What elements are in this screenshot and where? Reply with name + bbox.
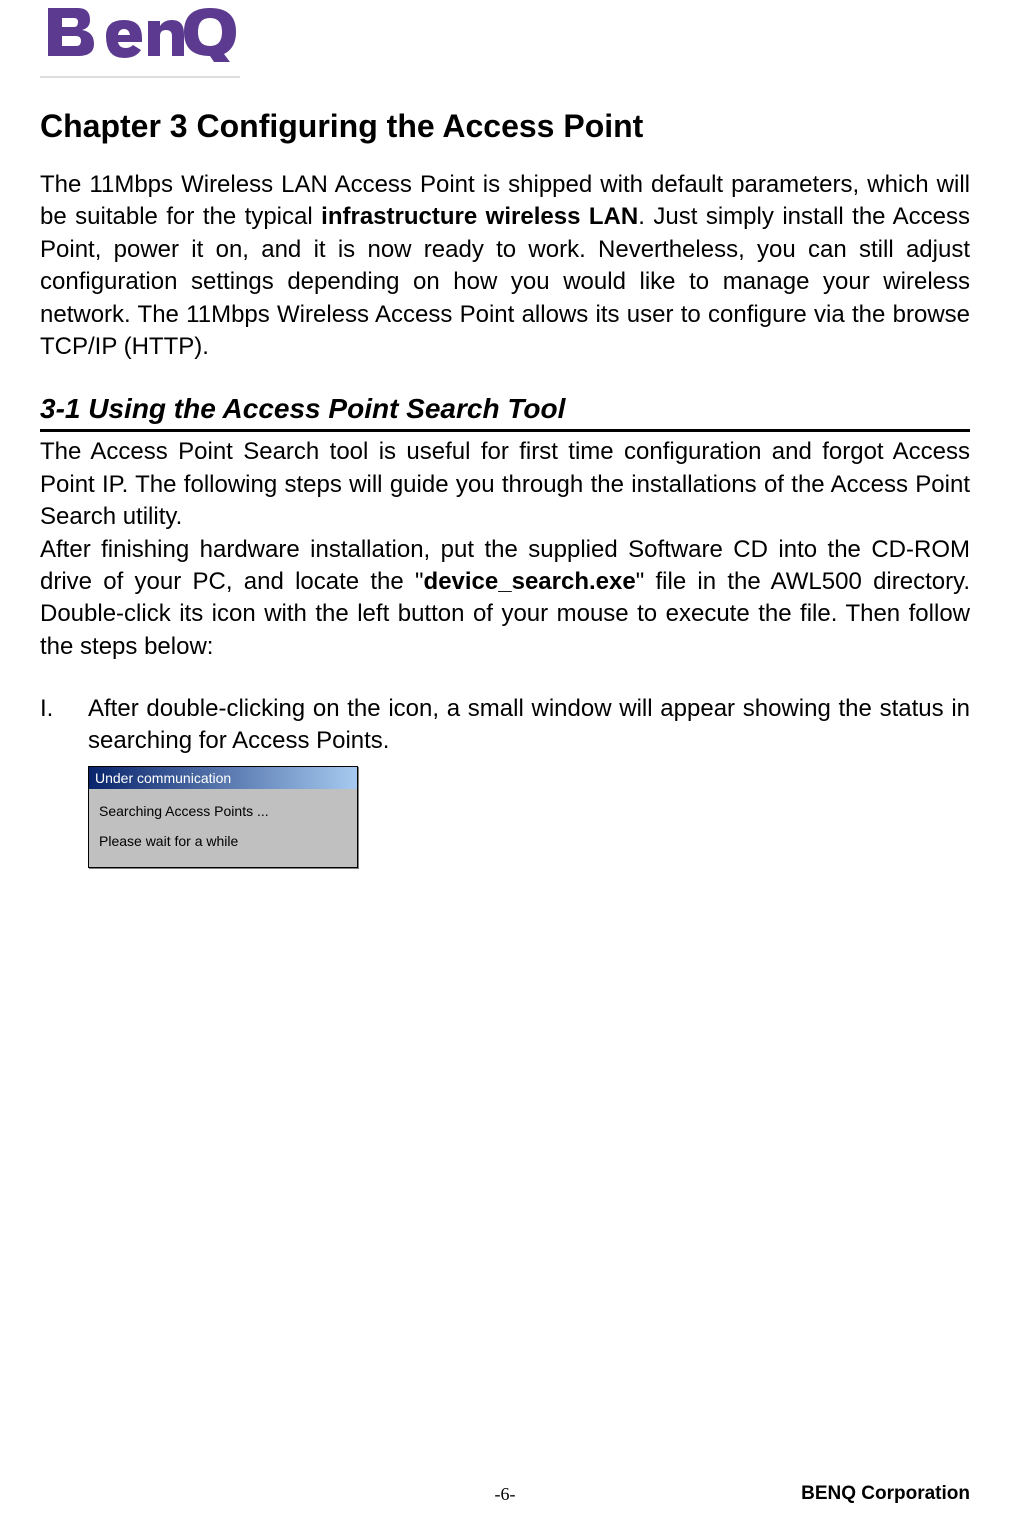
dialog-line-2: Please wait for a while (99, 833, 347, 849)
page-footer: -6- BENQ Corporation (40, 1483, 970, 1505)
intro-paragraph: The 11Mbps Wireless LAN Access Point is … (40, 169, 970, 363)
step-marker: I. (40, 693, 88, 758)
intro-bold: infrastructure wireless LAN (321, 203, 638, 230)
section-para-2: After finishing hardware installation, p… (40, 534, 970, 664)
step-item: I. After double-clicking on the icon, a … (40, 693, 970, 758)
section-para-1: The Access Point Search tool is useful f… (40, 436, 970, 533)
brand-logo (40, 0, 970, 78)
dialog-line-1: Searching Access Points ... (99, 803, 347, 819)
chapter-title: Chapter 3 Configuring the Access Point (40, 108, 970, 145)
page-number: -6- (495, 1484, 516, 1505)
dialog-screenshot: Under communication Searching Access Poi… (88, 766, 970, 868)
section-para-2-bold: device_search.exe (424, 568, 636, 595)
step-text: After double-clicking on the icon, a sma… (88, 693, 970, 758)
footer-corporation: BENQ Corporation (801, 1483, 970, 1505)
section-divider (40, 429, 970, 432)
dialog-titlebar: Under communication (89, 767, 357, 789)
dialog-body: Searching Access Points ... Please wait … (89, 789, 357, 867)
section-title: 3-1 Using the Access Point Search Tool (40, 393, 970, 425)
dialog-window: Under communication Searching Access Poi… (88, 766, 358, 868)
